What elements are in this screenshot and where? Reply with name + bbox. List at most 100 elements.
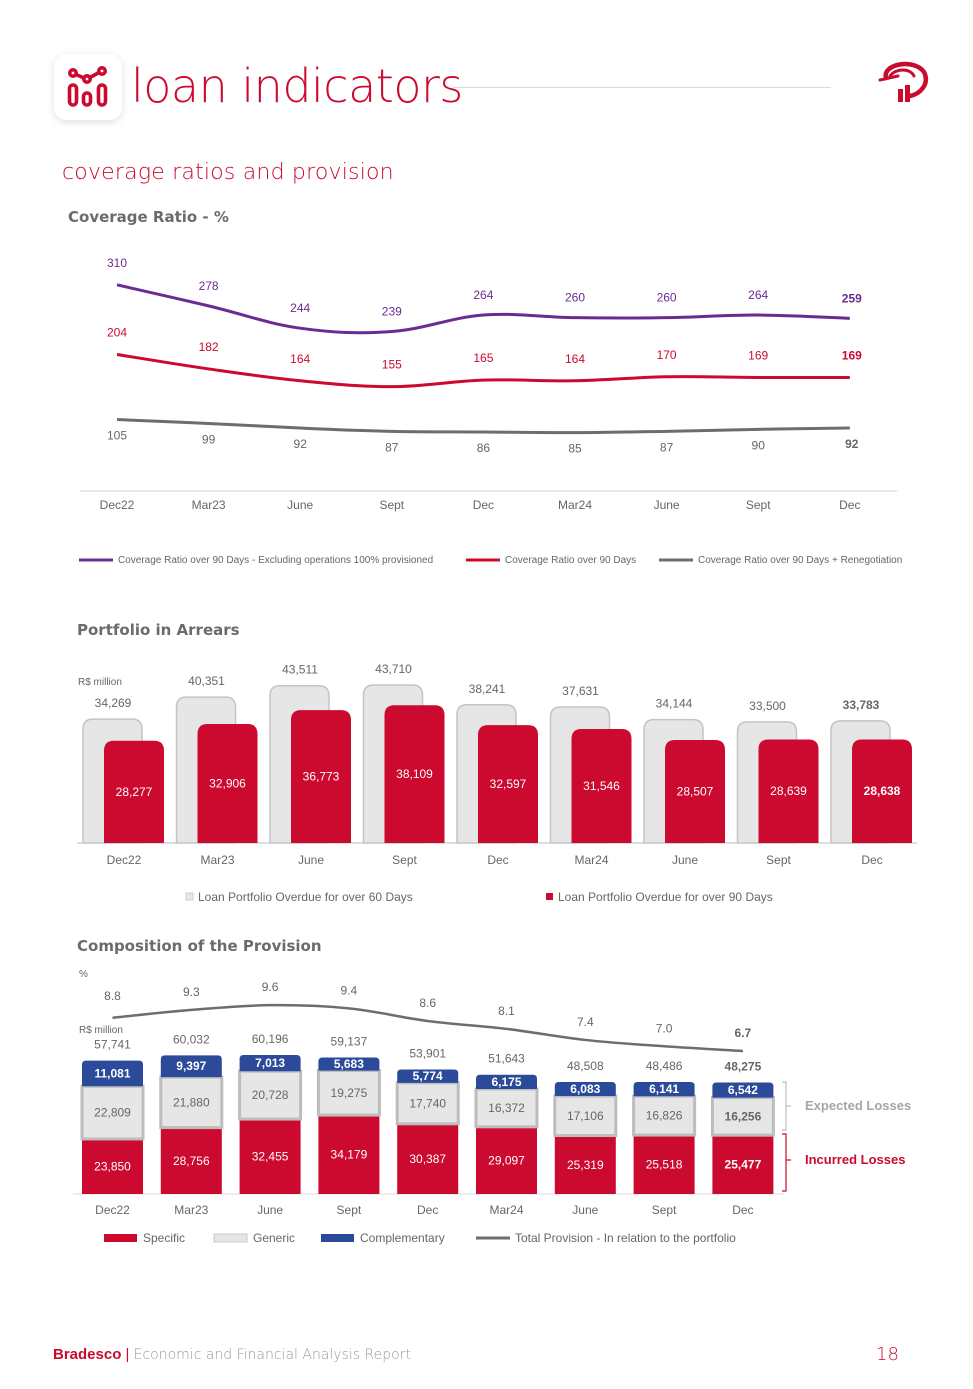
data-label: 87 [660, 440, 674, 454]
x-tick-label: Sept [766, 853, 791, 867]
x-tick-label: Sept [746, 498, 771, 512]
segment-label: 25,319 [567, 1158, 604, 1172]
total-label: 60,032 [173, 1032, 210, 1046]
data-label: 92 [845, 437, 859, 451]
segment-label: 17,106 [567, 1109, 604, 1123]
total-label: 59,137 [331, 1034, 368, 1048]
bar-segment-complementary [239, 1055, 301, 1072]
legend-label: Coverage Ratio over 90 Days + Renegotiat… [698, 555, 902, 566]
unit-label-percent: % [79, 969, 88, 980]
x-tick-label: Sept [379, 498, 404, 512]
bar-label-60: 43,511 [282, 663, 318, 677]
title-divider [453, 87, 831, 88]
segment-label: 6,542 [728, 1083, 758, 1097]
data-label: 85 [568, 442, 582, 456]
bar-segment-complementary [712, 1082, 774, 1098]
bradesco-logo-icon [876, 56, 930, 113]
data-label: 264 [748, 288, 768, 302]
total-label: 48,508 [567, 1059, 604, 1073]
x-tick-label: June [672, 853, 698, 867]
bar-label-90: 28,639 [770, 784, 807, 798]
x-tick-label: Mar24 [489, 1203, 523, 1217]
series-line [116, 418, 850, 435]
bar-label-90: 28,638 [864, 784, 901, 798]
bar-segment-generic [553, 1094, 618, 1138]
x-tick-label: Dec22 [95, 1203, 130, 1217]
legend-label: Loan Portfolio Overdue for over 90 Days [558, 890, 773, 904]
bar-overdue-90 [197, 724, 258, 843]
segment-label: 28,756 [173, 1154, 210, 1168]
x-tick-label: Mar24 [558, 498, 592, 512]
segment-label: 21,880 [173, 1095, 210, 1109]
bar-segment-generic [395, 1081, 460, 1126]
x-tick-label: Dec [732, 1203, 753, 1217]
bar-label-60: 40,351 [188, 674, 225, 688]
segment-label: 11,081 [94, 1066, 130, 1080]
x-tick-label: Dec [487, 853, 508, 867]
data-label: 264 [473, 288, 493, 302]
x-tick-label: Mar23 [174, 1203, 208, 1217]
unit-label: R$ million [78, 677, 122, 688]
bar-segment-specific [239, 1119, 301, 1194]
provision-ratio-line [112, 1003, 743, 1053]
data-label: 86 [477, 441, 491, 455]
segment-label: 5,683 [334, 1057, 364, 1071]
bar-label-90: 36,773 [303, 770, 340, 784]
x-tick-label: Dec [473, 498, 494, 512]
data-label: 90 [752, 438, 766, 452]
bar-label-60: 34,144 [656, 697, 693, 711]
total-label: 57,741 [94, 1038, 131, 1052]
segment-label: 20,728 [252, 1088, 289, 1102]
unit-label-rs: R$ million [79, 1025, 123, 1036]
segment-label: 32,455 [252, 1150, 289, 1164]
x-tick-label: Mar23 [192, 498, 226, 512]
bar-segment-complementary [82, 1060, 143, 1087]
series-line [116, 283, 850, 335]
total-label: 48,486 [646, 1059, 683, 1073]
legend-swatch [213, 1233, 248, 1243]
legend-label: Coverage Ratio over 90 Days [505, 555, 636, 566]
bar-segment-complementary [554, 1081, 616, 1097]
ratio-label: 7.4 [577, 1015, 594, 1029]
bar-segment-specific [554, 1135, 616, 1194]
x-tick-label: June [654, 498, 680, 512]
x-tick-label: Sept [652, 1203, 677, 1217]
segment-label: 16,372 [488, 1101, 525, 1115]
chart-indicators-icon [67, 66, 108, 107]
segment-label: 16,826 [646, 1109, 683, 1123]
data-label: 259 [842, 291, 862, 305]
data-label: 87 [385, 440, 399, 454]
legend-label: Specific [143, 1231, 185, 1245]
bar-label-90: 28,507 [677, 784, 714, 798]
legend-swatch [185, 892, 194, 901]
bar-label-90: 38,109 [396, 767, 433, 781]
bar-label-90: 31,546 [583, 779, 620, 793]
x-tick-label: Dec [861, 853, 882, 867]
bar-segment-specific [476, 1126, 537, 1194]
x-tick-label: June [287, 498, 313, 512]
segment-label: 7,013 [255, 1056, 285, 1070]
legend-label: Total Provision - In relation to the por… [515, 1231, 736, 1245]
bar-segment-complementary [160, 1055, 222, 1078]
segment-label: 6,175 [491, 1075, 521, 1089]
bar-overdue-90 [852, 739, 912, 843]
segment-label: 17,740 [409, 1096, 446, 1110]
bar-segment-complementary [318, 1057, 380, 1071]
segment-label: 5,774 [413, 1069, 443, 1083]
section-icon [54, 54, 122, 120]
legend-label: Complementary [360, 1231, 445, 1245]
data-label: 278 [199, 279, 219, 293]
bar-segment-complementary [633, 1082, 695, 1097]
legend-label: Coverage Ratio over 90 Days - Excluding … [118, 555, 433, 566]
data-label: 260 [565, 291, 585, 305]
legend-swatch [321, 1234, 354, 1242]
x-tick-label: June [257, 1203, 283, 1217]
data-label: 310 [107, 256, 127, 270]
x-tick-label: Mar24 [574, 853, 608, 867]
x-tick-label: Dec22 [100, 498, 135, 512]
data-label: 164 [565, 352, 585, 366]
bar-label-60: 37,631 [562, 684, 599, 698]
bar-overdue-90 [758, 739, 819, 843]
bar-segment-specific [397, 1123, 459, 1194]
ratio-label: 7.0 [656, 1021, 673, 1035]
